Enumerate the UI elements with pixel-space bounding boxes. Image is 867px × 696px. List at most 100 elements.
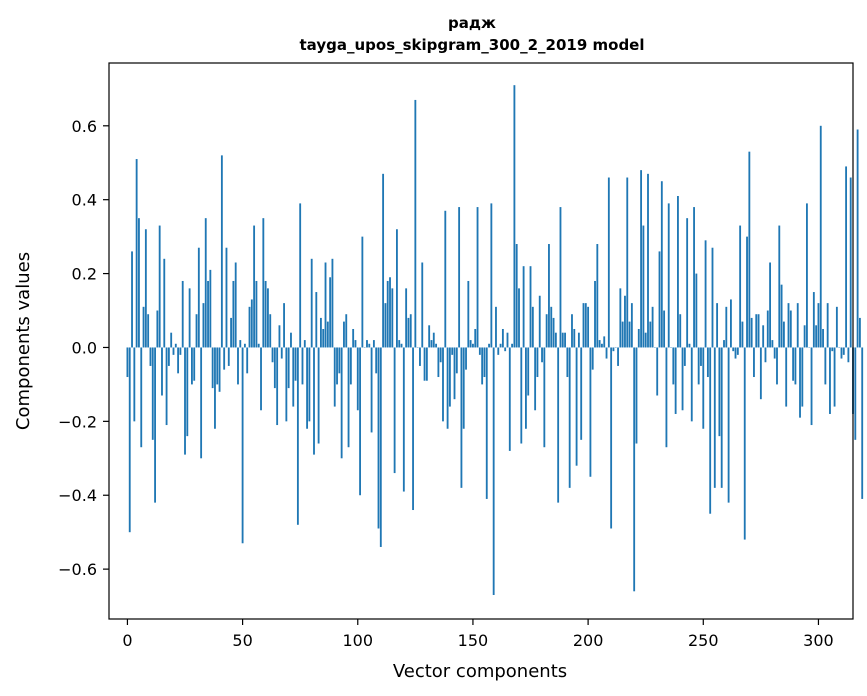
bar-227 [649, 321, 652, 348]
bar-74 [296, 347, 299, 525]
bar-239 [677, 196, 679, 348]
bar-144 [458, 207, 461, 348]
bar-165 [506, 332, 509, 348]
bar-249 [700, 347, 702, 366]
bar-247 [695, 273, 698, 348]
bar-8 [144, 229, 147, 348]
bar-68 [283, 303, 285, 348]
bar-221 [635, 347, 638, 444]
bar-78 [306, 347, 309, 429]
bar-46 [232, 280, 235, 348]
bar-319 [861, 347, 864, 499]
bar-56 [255, 280, 258, 348]
bar-230 [656, 347, 659, 396]
bar-85 [322, 328, 325, 348]
bar-217 [626, 177, 629, 348]
bar-246 [693, 207, 695, 348]
bar-218 [628, 321, 631, 348]
bar-117 [396, 229, 398, 348]
bar-198 [582, 303, 585, 348]
bar-172 [522, 266, 525, 348]
bar-58 [260, 347, 262, 411]
bar-110 [379, 347, 382, 547]
bar-10 [149, 347, 152, 366]
bar-122 [407, 317, 410, 348]
bar-107 [372, 340, 375, 348]
bar-125 [414, 99, 417, 348]
bar-82 [315, 292, 318, 348]
bar-83 [317, 347, 320, 444]
bar-274 [757, 314, 760, 348]
bar-145 [460, 347, 463, 488]
bar-297 [810, 347, 813, 426]
bar-106 [370, 347, 373, 433]
bar-34 [204, 218, 207, 348]
bar-61 [267, 288, 269, 348]
bar-209 [607, 177, 610, 348]
bar-142 [453, 347, 456, 400]
bar-182 [545, 314, 548, 348]
bar-240 [679, 314, 682, 348]
y-tick-label: −0.6 [58, 560, 97, 579]
bar-42 [223, 347, 226, 370]
bar-96 [347, 347, 350, 448]
bar-32 [200, 347, 203, 459]
bar-69 [285, 347, 288, 422]
x-tick-label: 0 [122, 631, 132, 650]
bar-141 [451, 347, 454, 355]
bar-39 [216, 347, 219, 385]
bar-173 [525, 347, 527, 429]
bar-202 [591, 347, 594, 370]
bar-284 [780, 284, 783, 348]
bar-293 [801, 347, 804, 407]
bar-233 [663, 310, 666, 348]
bar-298 [812, 292, 815, 348]
bar-299 [815, 325, 818, 348]
y-axis-label: Components values [13, 252, 34, 430]
bar-57 [257, 343, 260, 348]
x-tick-label: 250 [688, 631, 719, 650]
bar-200 [587, 306, 590, 348]
bar-55 [253, 225, 256, 348]
bar-283 [778, 225, 781, 348]
bar-234 [665, 347, 668, 448]
bar-17 [165, 347, 168, 426]
bar-205 [598, 340, 601, 348]
bar-93 [340, 347, 343, 459]
bar-294 [803, 325, 806, 348]
bar-112 [384, 303, 387, 348]
bar-263 [732, 347, 735, 352]
y-axis: −0.6 −0.4 −0.2 0.0 0.2 0.4 0.6 [58, 117, 109, 579]
bar-242 [683, 347, 686, 366]
bar-166 [508, 347, 511, 451]
bar-237 [672, 347, 675, 385]
bar-129 [423, 347, 426, 381]
bar-207 [603, 336, 606, 348]
y-tick-label: −0.4 [58, 486, 97, 505]
bar-244 [688, 343, 691, 348]
bar-175 [529, 266, 532, 348]
bar-170 [518, 288, 520, 348]
bar-137 [442, 347, 444, 422]
bar-121 [405, 288, 408, 348]
bar-70 [287, 347, 290, 389]
bar-116 [393, 347, 396, 474]
bar-97 [349, 347, 352, 385]
bar-208 [605, 347, 608, 359]
bar-160 [495, 306, 497, 348]
bar-195 [575, 347, 578, 466]
bar-30 [195, 314, 198, 348]
bar-71 [290, 332, 292, 348]
bar-276 [762, 325, 765, 348]
bar-123 [409, 314, 412, 348]
bar-3 [133, 347, 136, 422]
bar-219 [630, 303, 633, 348]
bar-176 [531, 306, 534, 348]
bar-220 [633, 347, 636, 592]
bar-11 [151, 347, 154, 440]
bar-25 [184, 347, 186, 455]
bar-109 [377, 347, 380, 529]
bar-151 [474, 328, 477, 348]
bar-51 [243, 343, 246, 348]
bar-76 [301, 347, 304, 385]
